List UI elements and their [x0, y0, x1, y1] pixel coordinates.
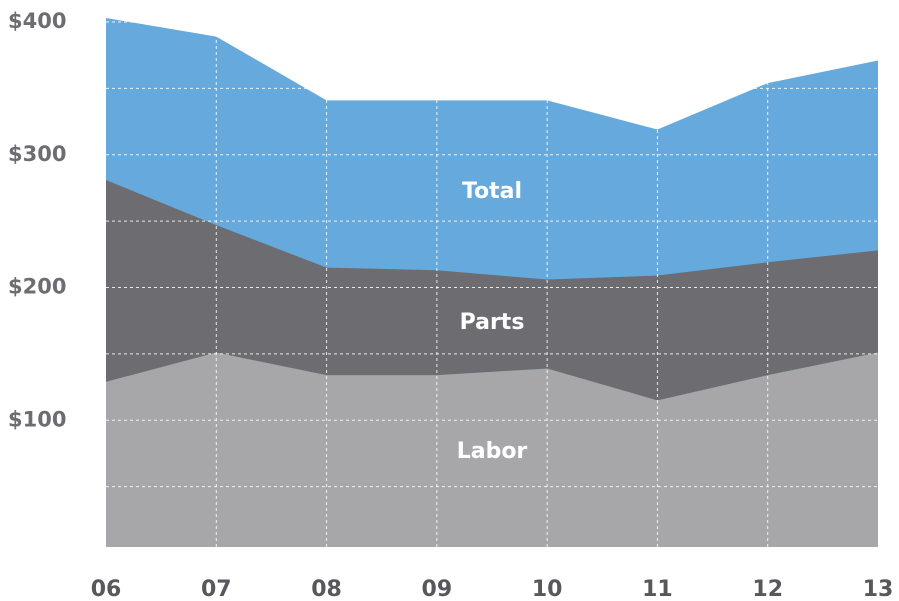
- x-tick-label: 10: [532, 577, 563, 601]
- series-label: Labor: [457, 439, 528, 464]
- y-tick-label: $300: [8, 142, 66, 166]
- x-tick-label: 13: [863, 577, 894, 601]
- y-tick-label: $100: [8, 407, 66, 431]
- x-tick-label: 06: [91, 577, 122, 601]
- area: [106, 352, 878, 547]
- x-tick-label: 09: [422, 577, 453, 601]
- area: [106, 179, 878, 401]
- series-label: Total: [462, 179, 522, 204]
- y-tick-label: $400: [8, 9, 66, 33]
- y-tick-label: $200: [8, 275, 66, 299]
- x-tick-label: 08: [311, 577, 342, 601]
- series-label: Parts: [460, 310, 525, 335]
- x-tick-label: 12: [752, 577, 783, 601]
- x-tick-label: 11: [642, 577, 673, 601]
- x-tick-label: 07: [201, 577, 232, 601]
